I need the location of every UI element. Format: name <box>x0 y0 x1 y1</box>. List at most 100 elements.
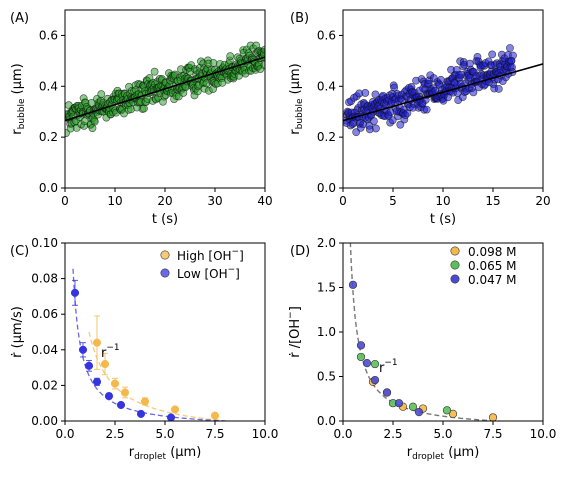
data-point <box>390 83 399 92</box>
data-point <box>494 84 503 93</box>
y-tick-label: 0.2 <box>317 130 336 144</box>
data-point <box>506 44 514 52</box>
data-point <box>88 124 97 132</box>
panel-d: (D) 0.0 2.5 5.0 7.5 10.0 0.0 0.5 1.0 1.5 2.0 rdropl… <box>286 236 556 462</box>
y-tick-label: 0.0 <box>39 181 58 195</box>
y-tick-label: 0.04 <box>31 343 58 357</box>
x-tick-label: 0 <box>339 194 347 208</box>
data-point <box>408 402 418 411</box>
data-point <box>448 409 458 418</box>
legend-marker <box>450 274 460 284</box>
data-point <box>84 361 94 370</box>
legend-marker <box>450 260 460 270</box>
annotation: r−1 <box>101 343 120 361</box>
x-tick-label: 10.0 <box>252 427 279 441</box>
x-tick-label: 40 <box>257 194 272 208</box>
data-point <box>97 90 106 99</box>
plot-area <box>348 243 511 421</box>
y-tick-label: 0.5 <box>317 370 336 384</box>
axes-frame <box>342 242 544 422</box>
x-tick-label: 20 <box>157 194 172 208</box>
fit-curve <box>349 243 511 421</box>
y-tick-label: 0.6 <box>317 28 336 42</box>
data-point <box>371 90 380 99</box>
plot-area <box>70 268 239 421</box>
data-point <box>414 408 424 417</box>
y-tick-label: 0.2 <box>39 130 58 144</box>
annotation: r−1 <box>379 358 398 376</box>
data-point <box>226 52 235 61</box>
legend-label: 0.065 M <box>468 259 517 273</box>
panel-b: (B) 0 5 10 15 20 0.0 0.2 0.4 0.6 t (s) rbubble (μm) <box>288 9 551 227</box>
x-tick-label: 5 <box>389 194 397 208</box>
plot-area <box>343 44 543 137</box>
x-tick-label: 7.5 <box>205 427 224 441</box>
data-point <box>136 409 146 418</box>
data-point <box>140 104 148 113</box>
y-tick-label: 1.5 <box>317 281 336 295</box>
y-tick-label: 0.6 <box>39 28 58 42</box>
fit-line <box>343 63 543 122</box>
y-tick-label: 0.0 <box>317 414 336 428</box>
data-point <box>370 359 380 369</box>
legend-label: High [OH−] <box>177 247 244 263</box>
data-point <box>442 406 452 415</box>
x-tick-label: 0 <box>61 194 69 208</box>
y-axis-label: rbubble (μm) <box>288 63 305 134</box>
legend-marker <box>160 250 170 260</box>
data-point <box>140 397 150 406</box>
data-point <box>382 388 392 397</box>
y-tick-label: 1.0 <box>317 325 336 339</box>
data-point <box>362 359 372 368</box>
data-point <box>370 117 378 126</box>
x-tick-label: 2.5 <box>105 427 124 441</box>
panel-c: (C) 0.0 2.5 5.0 7.5 10.0 0.00 0.02 0.04 0.06 0.08 0… <box>10 236 278 462</box>
data-point <box>104 392 114 401</box>
axes-frame <box>342 9 544 189</box>
data-point <box>210 411 220 420</box>
data-point <box>361 89 370 97</box>
legend-marker <box>450 246 460 256</box>
x-tick-label: 5.0 <box>155 427 174 441</box>
y-axis-label: rbubble (μm) <box>10 63 27 134</box>
plot-area <box>65 41 265 137</box>
fit-line <box>65 56 265 122</box>
legend-label: 0.047 M <box>468 273 517 287</box>
data-point <box>70 288 80 297</box>
x-tick-label: 2.5 <box>383 427 402 441</box>
data-point <box>166 413 176 421</box>
x-tick-label: 5.0 <box>433 427 452 441</box>
data-point <box>100 359 110 369</box>
panel-label: (C) <box>10 244 29 259</box>
data-point <box>92 338 102 347</box>
y-tick-label: 0.02 <box>31 378 58 392</box>
x-tick-label: 10 <box>107 194 122 208</box>
data-point <box>110 379 120 388</box>
data-point <box>78 345 88 354</box>
x-tick-label: 0.0 <box>55 427 74 441</box>
data-point <box>120 388 130 397</box>
data-point <box>437 75 445 84</box>
data-point <box>209 59 218 67</box>
x-axis-label: rdroplet (μm) <box>407 445 480 462</box>
data-point <box>370 375 380 385</box>
panel-label: (D) <box>290 244 310 259</box>
x-axis-label: t (s) <box>430 212 456 227</box>
data-point <box>356 352 366 362</box>
data-point <box>488 50 497 59</box>
y-tick-label: 0.00 <box>31 414 58 428</box>
data-point <box>116 400 126 410</box>
data-point <box>422 105 431 114</box>
data-point <box>469 88 478 97</box>
data-point <box>348 280 358 289</box>
x-tick-label: 10 <box>435 194 450 208</box>
data-point <box>396 120 405 129</box>
fit-curve <box>88 331 233 421</box>
y-tick-label: 2.0 <box>317 236 336 250</box>
data-point <box>488 413 498 421</box>
panel-a: (A) 0 10 20 30 40 0.0 0.2 0.4 0.6 t (s) rbubble (μm… <box>10 9 273 227</box>
axes-frame <box>64 242 266 422</box>
axes-frame <box>64 9 266 189</box>
y-axis-label: ṙ (μm/s) <box>10 306 25 358</box>
y-tick-label: 0.0 <box>317 181 336 195</box>
